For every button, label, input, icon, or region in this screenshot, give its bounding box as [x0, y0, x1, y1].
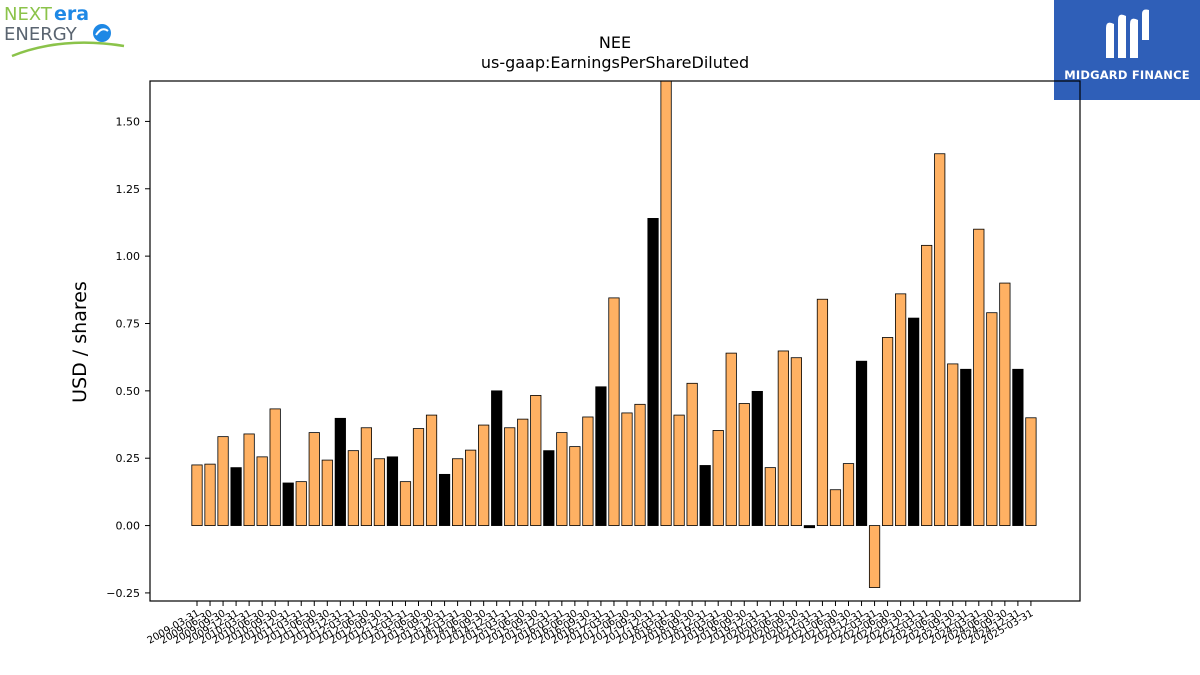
bar-2011-06-30	[308, 432, 320, 526]
bar-2009-09-30	[217, 436, 229, 526]
chart-subtitle: us-gaap:EarningsPerShareDiluted	[481, 53, 749, 72]
bar-2017-12-31	[647, 218, 659, 526]
bar-2010-09-30	[269, 408, 281, 526]
bar-2022-06-30	[881, 337, 894, 526]
bar-2024-09-30	[999, 282, 1011, 526]
y-tick-label: 0.25	[116, 452, 141, 465]
bar-2022-12-31	[908, 317, 920, 526]
logo-word-next: NEXT	[4, 4, 53, 25]
y-axis: −0.25 0.00 0.25 0.50 0.75 1.00 1.25 1.50	[106, 115, 150, 600]
bar-2015-06-30	[517, 418, 529, 526]
bar-2017-03-31	[608, 297, 620, 526]
bar-2021-09-30	[842, 463, 855, 526]
logo-arc-icon	[11, 41, 125, 58]
plot-frame	[149, 80, 1081, 602]
bar-2024-12-31	[1012, 368, 1024, 526]
chart-title: NEE	[599, 33, 631, 52]
y-tick-label: 1.00	[116, 250, 141, 263]
bar-2019-06-30	[725, 352, 737, 526]
bar-2020-06-30	[777, 350, 789, 526]
bar-2009-03-31	[191, 464, 203, 526]
y-tick-label: 0.50	[116, 385, 141, 398]
bar-2010-06-30	[256, 456, 268, 526]
bar-2012-03-31	[347, 450, 359, 526]
bar-2021-06-30	[829, 489, 842, 526]
bar-2024-06-30	[986, 312, 998, 526]
bar-2013-06-30	[412, 428, 425, 526]
x-axis: 2009-03-312009-06-302009-09-302009-12-31…	[146, 601, 1035, 647]
bar-2018-03-31	[660, 80, 672, 526]
bar-2013-12-31	[438, 473, 451, 526]
bar-2019-12-31	[751, 390, 763, 526]
bar-2014-09-30	[478, 424, 490, 526]
bar-2016-06-30	[569, 446, 581, 526]
bar-2025-03-31	[1025, 417, 1037, 526]
bar-2013-03-31	[399, 481, 412, 526]
midgard-finance-logo: MIDGARD FINANCE	[1054, 0, 1200, 100]
bar-2021-03-31	[816, 298, 829, 526]
bar-2021-12-31	[855, 360, 868, 526]
bar-2023-06-30	[934, 153, 946, 526]
bar-2009-06-30	[204, 463, 216, 526]
bar-2017-09-30	[634, 403, 646, 526]
bar-2012-12-31	[386, 456, 399, 526]
logo-word-energy: ENERGY	[4, 24, 78, 45]
bar-2010-03-31	[243, 433, 255, 526]
bar-2011-03-31	[295, 481, 307, 526]
bar-2016-09-30	[582, 416, 594, 526]
bars-group	[191, 80, 1037, 588]
y-tick-label: 0.00	[116, 520, 141, 533]
bar-2020-03-31	[764, 467, 776, 526]
bar-2014-12-31	[491, 390, 503, 526]
y-tick-label: 1.50	[116, 115, 141, 128]
bar-2015-03-31	[504, 427, 516, 526]
bar-2018-06-30	[673, 414, 685, 526]
bar-2023-03-31	[921, 244, 933, 526]
bar-2015-12-31	[543, 450, 555, 526]
bar-2022-03-31	[868, 525, 881, 588]
nextera-energy-logo: NEXT era ENERGY	[2, 2, 130, 62]
bar-2024-03-31	[973, 228, 985, 526]
bar-2011-12-31	[334, 417, 346, 526]
bar-2020-09-30	[790, 357, 802, 526]
bar-2018-12-31	[699, 465, 711, 526]
y-axis-label: USD / shares	[69, 281, 91, 403]
energy-swirl-icon	[93, 24, 111, 42]
bar-2015-09-30	[530, 395, 542, 526]
bar-2020-12-31	[803, 525, 816, 529]
bar-2018-09-30	[686, 382, 698, 526]
bar-2016-03-31	[556, 432, 568, 526]
y-tick-label: 1.25	[116, 183, 141, 196]
bar-2012-06-30	[360, 427, 372, 526]
bar-2023-12-31	[960, 368, 972, 526]
bar-2022-09-30	[895, 293, 907, 526]
y-tick-label: 0.75	[116, 317, 141, 330]
bar-2011-09-30	[321, 459, 333, 526]
bar-2016-12-31	[595, 386, 607, 526]
midgard-finance-name: MIDGARD FINANCE	[1064, 68, 1190, 82]
bar-2019-09-30	[738, 403, 750, 526]
logo-word-era: era	[54, 3, 89, 25]
bar-2014-03-31	[451, 458, 464, 526]
bar-2023-09-30	[947, 363, 959, 526]
bar-2013-09-30	[425, 414, 438, 526]
y-tick-label: −0.25	[106, 587, 140, 600]
bar-2010-12-31	[282, 482, 294, 526]
bar-2009-12-31	[230, 467, 242, 526]
bar-2019-03-31	[712, 430, 724, 526]
midgard-emblem-icon	[1106, 9, 1149, 59]
bar-2017-06-30	[621, 412, 633, 526]
bar-2014-06-30	[465, 449, 477, 526]
bar-2012-09-30	[373, 458, 386, 526]
